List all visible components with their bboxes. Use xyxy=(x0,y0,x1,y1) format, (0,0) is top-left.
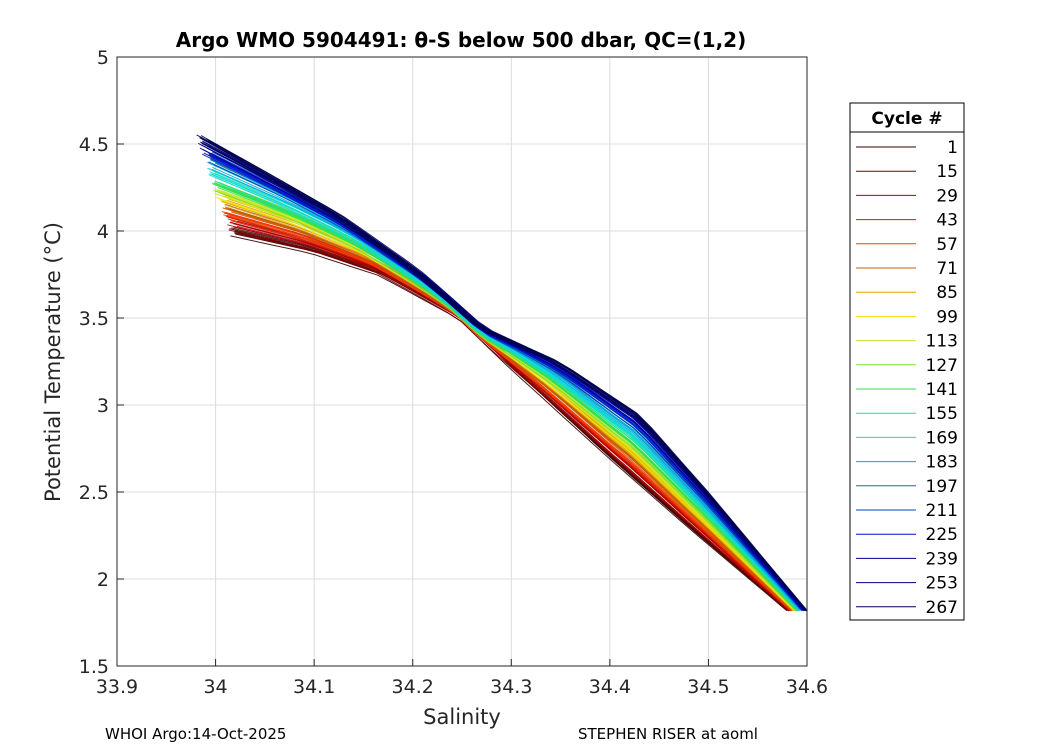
legend-label: 155 xyxy=(926,404,958,424)
legend-label: 29 xyxy=(936,186,958,206)
profile-line xyxy=(216,197,795,611)
profile-line xyxy=(216,189,795,611)
profile-line xyxy=(236,225,791,612)
legend-label: 99 xyxy=(936,307,958,327)
profile-line xyxy=(220,190,796,611)
y-tick-label: 2.5 xyxy=(79,482,109,504)
profile-line xyxy=(225,207,793,611)
profile-line xyxy=(222,207,793,612)
legend-label: 211 xyxy=(926,501,958,521)
x-tick-label: 34 xyxy=(203,676,227,698)
legend-label: 239 xyxy=(926,549,958,569)
profile-line xyxy=(207,167,800,611)
profile-line xyxy=(199,141,807,612)
x-axis-label: Salinity xyxy=(423,705,501,729)
profile-line xyxy=(224,206,794,611)
profile-line xyxy=(199,137,808,612)
legend-label: 15 xyxy=(936,162,958,182)
y-tick-label: 2 xyxy=(97,569,109,591)
legend-label: 141 xyxy=(926,380,958,400)
profile-line xyxy=(227,224,789,611)
profile-line xyxy=(197,142,806,612)
legend-label: 253 xyxy=(926,574,958,594)
x-tick-label: 34.5 xyxy=(687,676,729,698)
legend-label: 1 xyxy=(947,138,958,158)
profile-line xyxy=(226,214,793,612)
profile-line xyxy=(203,152,805,612)
profile-line xyxy=(229,228,788,611)
legend-label: 71 xyxy=(936,259,958,279)
y-tick-label: 1.5 xyxy=(79,656,109,678)
profile-line xyxy=(221,192,796,611)
legend: Cycle # 1 15 29 43 57 71 85 99 113 127 141 155 169 18… xyxy=(849,102,965,621)
profile-line xyxy=(234,230,790,612)
legend-label: 113 xyxy=(926,332,958,352)
profile-line xyxy=(237,220,791,611)
legend-label: 267 xyxy=(926,598,958,618)
profile-line xyxy=(228,208,793,611)
footer-operator: STEPHEN RISER at aoml xyxy=(578,725,758,743)
profile-line xyxy=(208,174,800,612)
profile-line xyxy=(214,180,799,612)
profile-line xyxy=(221,200,795,611)
legend-label: 169 xyxy=(926,428,958,448)
x-tick-label: 34.1 xyxy=(293,676,335,698)
profile-line xyxy=(223,214,792,612)
profile-line xyxy=(235,232,789,612)
profile-series xyxy=(196,134,808,612)
profile-line xyxy=(221,211,792,611)
profile-line xyxy=(233,232,788,611)
profile-line xyxy=(225,215,791,611)
profile-line xyxy=(224,195,796,611)
profile-line xyxy=(227,218,791,611)
chart-title: Argo WMO 5904491: θ-S below 500 dbar, QC… xyxy=(176,28,746,52)
legend-label: 43 xyxy=(936,211,958,231)
x-tick-label: 34.4 xyxy=(589,676,631,698)
profile-line xyxy=(231,210,794,611)
legend-label: 127 xyxy=(926,356,958,376)
y-tick-label: 4.5 xyxy=(79,134,109,156)
y-tick-label: 4 xyxy=(97,221,109,243)
profile-line xyxy=(231,227,789,611)
profile-line xyxy=(221,201,794,611)
y-tick-label: 3 xyxy=(97,395,109,417)
plot-area-border xyxy=(116,56,808,667)
profile-line xyxy=(225,203,793,611)
legend-label: 197 xyxy=(926,477,958,497)
x-tick-label: 34.2 xyxy=(392,676,434,698)
y-tick-labels: 1.5 2 2.5 3 3.5 4 4.5 5 xyxy=(79,47,109,678)
x-tick-label: 33.9 xyxy=(96,676,138,698)
legend-label: 225 xyxy=(926,525,958,545)
profile-line xyxy=(213,189,797,612)
profile-line xyxy=(217,187,798,612)
profile-line xyxy=(205,138,808,612)
profile-line xyxy=(225,212,791,611)
profile-line xyxy=(226,216,790,611)
legend-label: 85 xyxy=(936,283,958,303)
profile-line xyxy=(224,212,791,611)
profile-line xyxy=(228,229,789,612)
profile-line xyxy=(212,183,798,612)
legend-entries: 1 15 29 43 57 71 85 99 113 127 141 155 169 183 197 211 2… xyxy=(856,138,958,618)
profile-line xyxy=(222,195,796,611)
profile-line xyxy=(196,134,806,611)
y-tick-label: 5 xyxy=(97,47,109,69)
x-tick-label: 34.6 xyxy=(786,676,828,698)
legend-label: 183 xyxy=(926,453,958,473)
y-tick-label: 3.5 xyxy=(79,308,109,330)
footer-credit: WHOI Argo:14-Oct-2025 xyxy=(105,725,287,743)
x-tick-labels: 33.9 34 34.1 34.2 34.3 34.4 34.5 34.6 xyxy=(96,676,828,698)
profile-line xyxy=(228,216,792,612)
y-axis-label: Potential Temperature (°C) xyxy=(41,222,65,502)
legend-title: Cycle # xyxy=(871,109,942,129)
x-tick-label: 34.3 xyxy=(490,676,532,698)
legend-label: 57 xyxy=(936,235,958,255)
